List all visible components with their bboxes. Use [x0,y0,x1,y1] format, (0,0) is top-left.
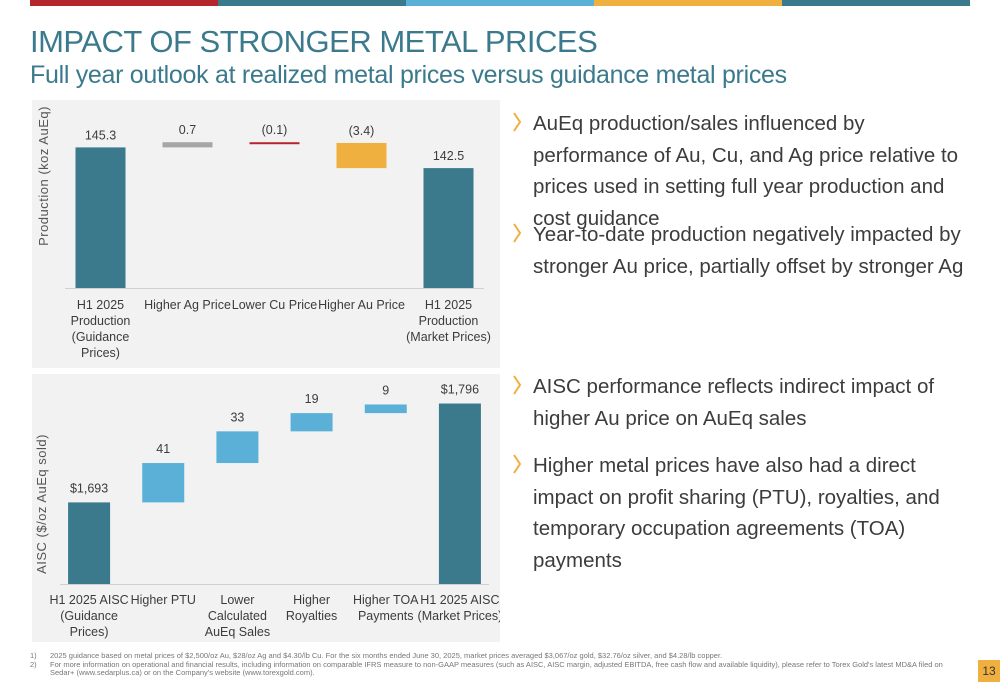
data-label: 142.5 [433,149,464,163]
waterfall-bar [142,463,185,503]
data-label: 145.3 [85,128,116,142]
waterfall-bar [290,413,333,432]
data-label: 0.7 [179,123,196,137]
top-bar-segment [30,0,218,6]
footnote-number: 2) [30,659,37,669]
waterfall-bar [423,168,474,288]
footnote-text: For more information on operational and … [50,659,943,677]
category-label: Prices) [70,625,109,639]
top-bar-segment [218,0,406,6]
data-label: (3.4) [349,124,375,138]
category-label: Higher PTU [131,593,196,607]
category-label: Production [419,314,479,328]
page-title: IMPACT OF STRONGER METAL PRICES [30,24,598,59]
category-label: Higher Ag Price [144,298,231,312]
bullet-text: Year-to-date production negatively impac… [533,223,964,278]
waterfall-bar [249,142,300,145]
footnote-text: 2025 guidance based on metal prices of $… [50,651,723,660]
y-axis-label: AISC ($/oz AuEq sold) [34,434,49,574]
waterfall-bar [75,147,126,288]
data-label: $1,796 [441,383,479,397]
data-label: $1,693 [70,481,108,495]
data-label: 41 [156,442,170,456]
bullet-text: Higher metal prices have also had a dire… [533,454,940,572]
category-label: H1 2025 [77,298,124,312]
category-label: (Guidance [60,609,118,623]
y-axis-label: Production (koz AuEq) [36,106,51,246]
waterfall-bar [364,404,407,414]
page-subtitle: Full year outlook at realized metal pric… [30,61,787,89]
category-label: Royalties [286,609,337,623]
category-label: H1 2025 AISC [49,593,128,607]
bullet-arrow-icon [513,223,522,243]
category-label: (Market Prices) [418,609,500,623]
bullet-arrow-icon [513,454,522,474]
category-label: Higher TOA [353,593,419,607]
waterfall-bar [438,403,481,584]
bullet-text: AISC performance reflects indirect impac… [533,375,935,430]
footnote: 1) 2025 guidance based on metal prices o… [30,651,960,661]
category-label: Payments [358,609,414,623]
production-waterfall-chart: Production (koz AuEq) 145.3 H1 2025 Product… [36,106,491,360]
data-label: 33 [230,410,244,424]
category-label: Prices) [81,346,120,360]
category-label: Calculated [208,609,267,623]
category-label: Production [71,314,131,328]
data-label: (0.1) [262,123,288,137]
category-label: (Market Prices) [406,330,491,344]
waterfall-bar [68,502,111,584]
waterfall-bar [216,431,259,464]
bullet-arrow-icon [513,112,522,132]
category-label: (Guidance [72,330,130,344]
category-label: Lower [220,593,254,607]
waterfall-bar [162,142,213,148]
bullet-arrow-icon [513,375,522,395]
category-label: Higher [293,593,330,607]
category-label: H1 2025 [425,298,472,312]
aisc-waterfall-chart: AISC ($/oz AuEq sold) $1,693 H1 2025 AISC (… [34,383,500,639]
footnote-number: 1) [30,651,37,660]
waterfall-bar [336,142,387,169]
bullet-text: AuEq production/sales influenced by perf… [533,112,959,230]
top-bar-segment [782,0,970,6]
footnote: 2) For more information on operational a… [30,659,960,678]
page-number: 13 [978,660,1000,682]
top-bar-segment [594,0,782,6]
production-chart-panel: Production (koz AuEq) 145.3 H1 2025 Product… [32,100,500,368]
data-label: 9 [382,383,389,397]
category-label: Lower Cu Price [232,298,317,312]
footnotes: 1) 2025 guidance based on metal prices o… [30,651,960,678]
category-label: AuEq Sales [205,625,270,639]
aisc-chart-panel: AISC ($/oz AuEq sold) $1,693 H1 2025 AISC (… [32,374,500,642]
category-label: Higher Au Price [318,298,405,312]
data-label: 19 [305,392,319,406]
top-color-bar [30,0,970,6]
top-bar-segment [406,0,594,6]
category-label: H1 2025 AISC [420,593,499,607]
